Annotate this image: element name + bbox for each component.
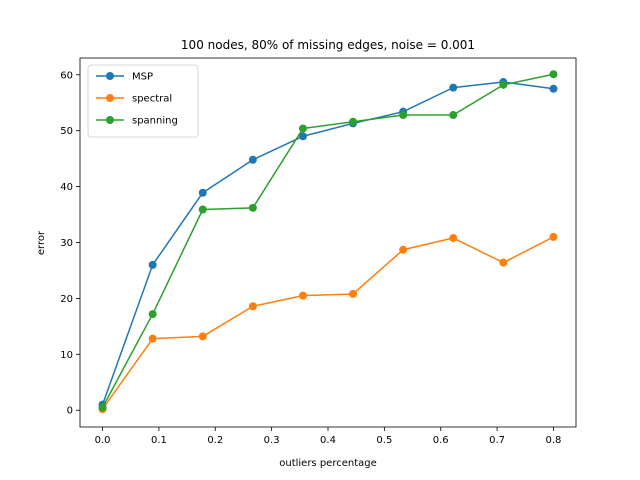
data-point-spanning	[499, 80, 508, 89]
y-tick-label: 40	[60, 182, 73, 193]
series-line-msp	[101, 81, 554, 405]
data-point-msp	[198, 188, 207, 197]
x-tick-label: 0.2	[207, 435, 223, 446]
y-tick-label: 0	[67, 406, 73, 417]
x-tick-label: 0.1	[151, 435, 167, 446]
data-point-spectral	[298, 291, 307, 300]
data-point-spectral	[449, 234, 458, 243]
plot-area: 0.0 0.1 0.2 0.3 0.4 0.5 0.6 0.7 0.8 0 10 20 30 40 50 60	[60, 57, 577, 446]
legend-box	[87, 64, 199, 138]
legend-label-msp: MSP	[132, 72, 153, 83]
data-point-spectral	[499, 258, 508, 267]
data-point-spanning	[349, 117, 358, 126]
legend-label-spanning: spanning	[132, 116, 178, 127]
data-point-spectral	[399, 245, 408, 254]
x-tick-label: 0.6	[433, 435, 449, 446]
y-tick-label: 20	[60, 294, 73, 305]
data-point-spanning	[148, 310, 157, 319]
x-tick-label: 0.3	[264, 435, 280, 446]
data-point-spectral	[148, 334, 157, 343]
y-tick-label: 60	[60, 70, 73, 81]
y-tick-label: 30	[60, 238, 73, 249]
data-point-msp	[298, 132, 307, 141]
y-axis-label: error	[36, 230, 47, 255]
data-point-spanning	[549, 70, 558, 79]
data-point-spanning	[449, 111, 458, 120]
x-tick-label: 0.0	[95, 435, 111, 446]
data-point-spanning	[298, 124, 307, 133]
legend-marker-spanning	[106, 116, 114, 124]
data-point-msp	[248, 155, 257, 164]
x-tick-label: 0.7	[489, 435, 505, 446]
x-axis-label: outliers percentage	[279, 458, 377, 469]
legend: MSP spectral spanning	[87, 64, 199, 138]
series-line-spanning	[101, 73, 554, 408]
x-tick-label: 0.8	[546, 435, 562, 446]
data-point-spanning	[399, 111, 408, 120]
data-point-spanning	[198, 205, 207, 214]
chart-title: 100 nodes, 80% of missing edges, noise =…	[181, 38, 475, 52]
data-point-spectral	[248, 302, 257, 311]
x-tick-label: 0.4	[320, 435, 336, 446]
data-point-msp	[148, 260, 157, 269]
legend-marker-spectral	[106, 94, 114, 102]
data-point-spectral	[198, 332, 207, 341]
y-tick-label: 10	[60, 350, 73, 361]
x-tick-label: 0.5	[376, 435, 392, 446]
data-point-msp	[449, 83, 458, 92]
legend-label-spectral: spectral	[132, 94, 172, 105]
series-line-spectral	[101, 236, 554, 410]
axes-frame	[79, 57, 577, 428]
legend-marker-msp	[106, 72, 114, 80]
data-point-spectral	[349, 289, 358, 298]
data-point-spanning	[248, 203, 257, 212]
data-point-spectral	[549, 232, 558, 241]
y-tick-label: 50	[60, 126, 73, 137]
data-point-spanning	[98, 403, 107, 412]
data-point-msp	[549, 84, 558, 93]
